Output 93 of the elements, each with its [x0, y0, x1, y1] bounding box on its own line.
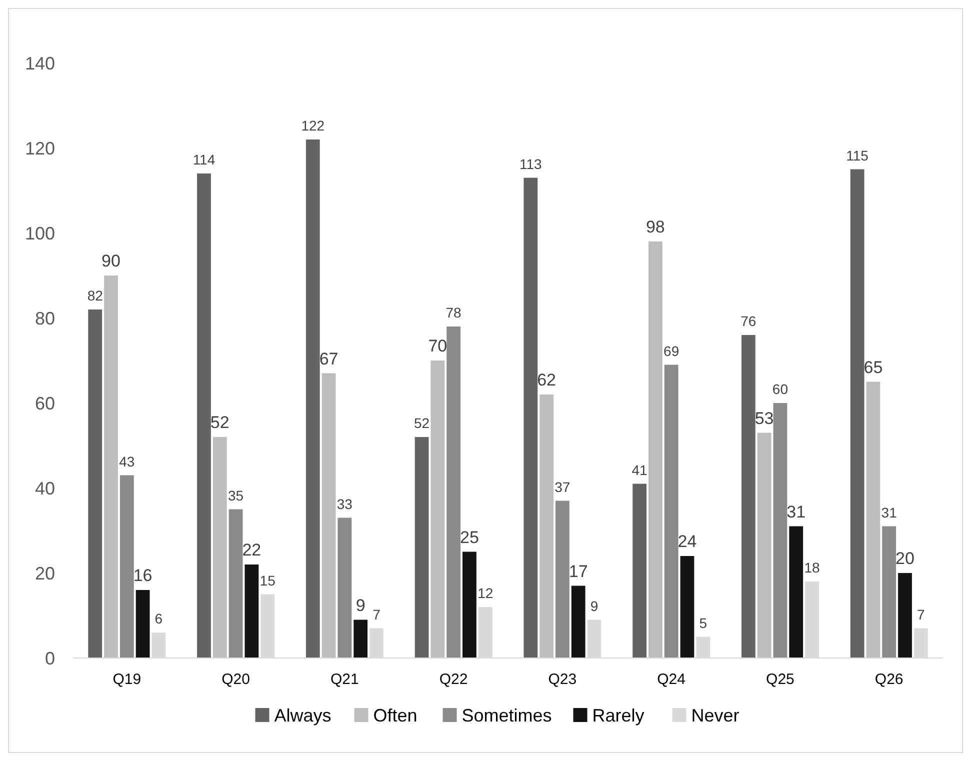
bar [632, 484, 646, 658]
y-tick-label: 20 [34, 563, 55, 584]
x-tick-label: Q23 [548, 671, 577, 688]
data-label: 33 [336, 496, 353, 512]
bar [338, 518, 352, 658]
bar [680, 556, 694, 658]
data-label: 65 [864, 358, 883, 377]
legend-label: Always [274, 705, 332, 726]
x-tick-label: Q26 [874, 671, 904, 688]
x-tick-label: Q20 [222, 671, 250, 688]
bar [354, 620, 368, 658]
data-label: 31 [786, 502, 806, 522]
bar [228, 509, 243, 658]
bar [866, 382, 880, 658]
bar [757, 432, 772, 658]
x-tick-label: Q22 [439, 671, 468, 688]
bar [136, 590, 150, 658]
x-tick-label: Q19 [112, 671, 142, 688]
data-label: 52 [414, 415, 430, 431]
data-label: 22 [242, 540, 262, 560]
data-label: 15 [260, 572, 276, 588]
data-label: 24 [678, 532, 697, 551]
data-label: 52 [210, 413, 230, 432]
bar [414, 437, 429, 658]
data-label: 37 [554, 478, 570, 495]
data-label: 5 [699, 614, 708, 631]
data-label: 20 [896, 549, 914, 568]
bar [462, 552, 476, 658]
x-tick-label: Q21 [330, 671, 359, 688]
data-label: 7 [372, 606, 381, 622]
bar [244, 564, 259, 658]
bar [322, 373, 336, 658]
data-label: 9 [590, 598, 598, 614]
data-label: 78 [446, 304, 462, 320]
data-label: 7 [917, 606, 925, 622]
data-label: 115 [846, 147, 869, 164]
data-label: 122 [301, 118, 325, 134]
data-label: 12 [478, 585, 494, 601]
y-tick-label: 100 [24, 223, 55, 244]
data-label: 69 [664, 342, 680, 359]
data-label: 67 [319, 349, 338, 368]
data-label: 18 [804, 560, 820, 576]
legend-label: Often [373, 705, 418, 726]
data-label: 31 [881, 504, 898, 520]
bar [120, 475, 134, 658]
legend-label: Rarely [592, 705, 644, 726]
data-label: 43 [119, 453, 135, 470]
data-label: 35 [228, 487, 244, 504]
bar [850, 169, 864, 658]
data-label: 25 [460, 528, 479, 547]
y-tick-label: 60 [34, 393, 55, 414]
bar [197, 174, 211, 658]
bar [555, 500, 570, 658]
data-label: 113 [519, 156, 542, 172]
y-tick-label: 140 [24, 53, 55, 74]
bar [773, 403, 788, 658]
bar [88, 310, 102, 658]
x-tick-label: Q25 [766, 671, 794, 688]
y-tick-label: 40 [34, 478, 55, 498]
bar [540, 394, 554, 658]
bar [524, 178, 538, 658]
data-label: 16 [133, 566, 152, 585]
bar [306, 140, 320, 658]
data-label: 17 [568, 562, 588, 581]
data-label: 82 [87, 288, 104, 304]
data-label: 62 [537, 370, 556, 390]
data-label: 90 [102, 252, 120, 270]
data-label: 98 [646, 218, 665, 236]
bar [104, 276, 118, 658]
bar [212, 437, 227, 658]
data-label: 9 [356, 596, 366, 615]
bar [664, 364, 678, 658]
legend-label: Never [691, 705, 740, 726]
x-tick-label: Q24 [657, 671, 686, 688]
data-label: 41 [632, 462, 648, 478]
bar [741, 335, 756, 658]
data-label: 53 [754, 408, 774, 428]
data-label: 6 [154, 610, 163, 626]
data-label: 70 [428, 336, 448, 356]
bar [446, 326, 461, 658]
data-label: 76 [740, 313, 756, 329]
bar [882, 526, 896, 658]
y-tick-label: 0 [44, 648, 55, 668]
legend-label: Sometimes [462, 705, 552, 726]
data-label: 114 [192, 152, 216, 168]
bar [789, 526, 804, 658]
bar [571, 586, 586, 658]
y-tick-label: 120 [24, 138, 55, 158]
bar [648, 242, 662, 658]
bar [430, 360, 445, 658]
data-label: 60 [772, 381, 788, 397]
y-tick-label: 80 [34, 308, 55, 328]
bar [898, 573, 912, 658]
